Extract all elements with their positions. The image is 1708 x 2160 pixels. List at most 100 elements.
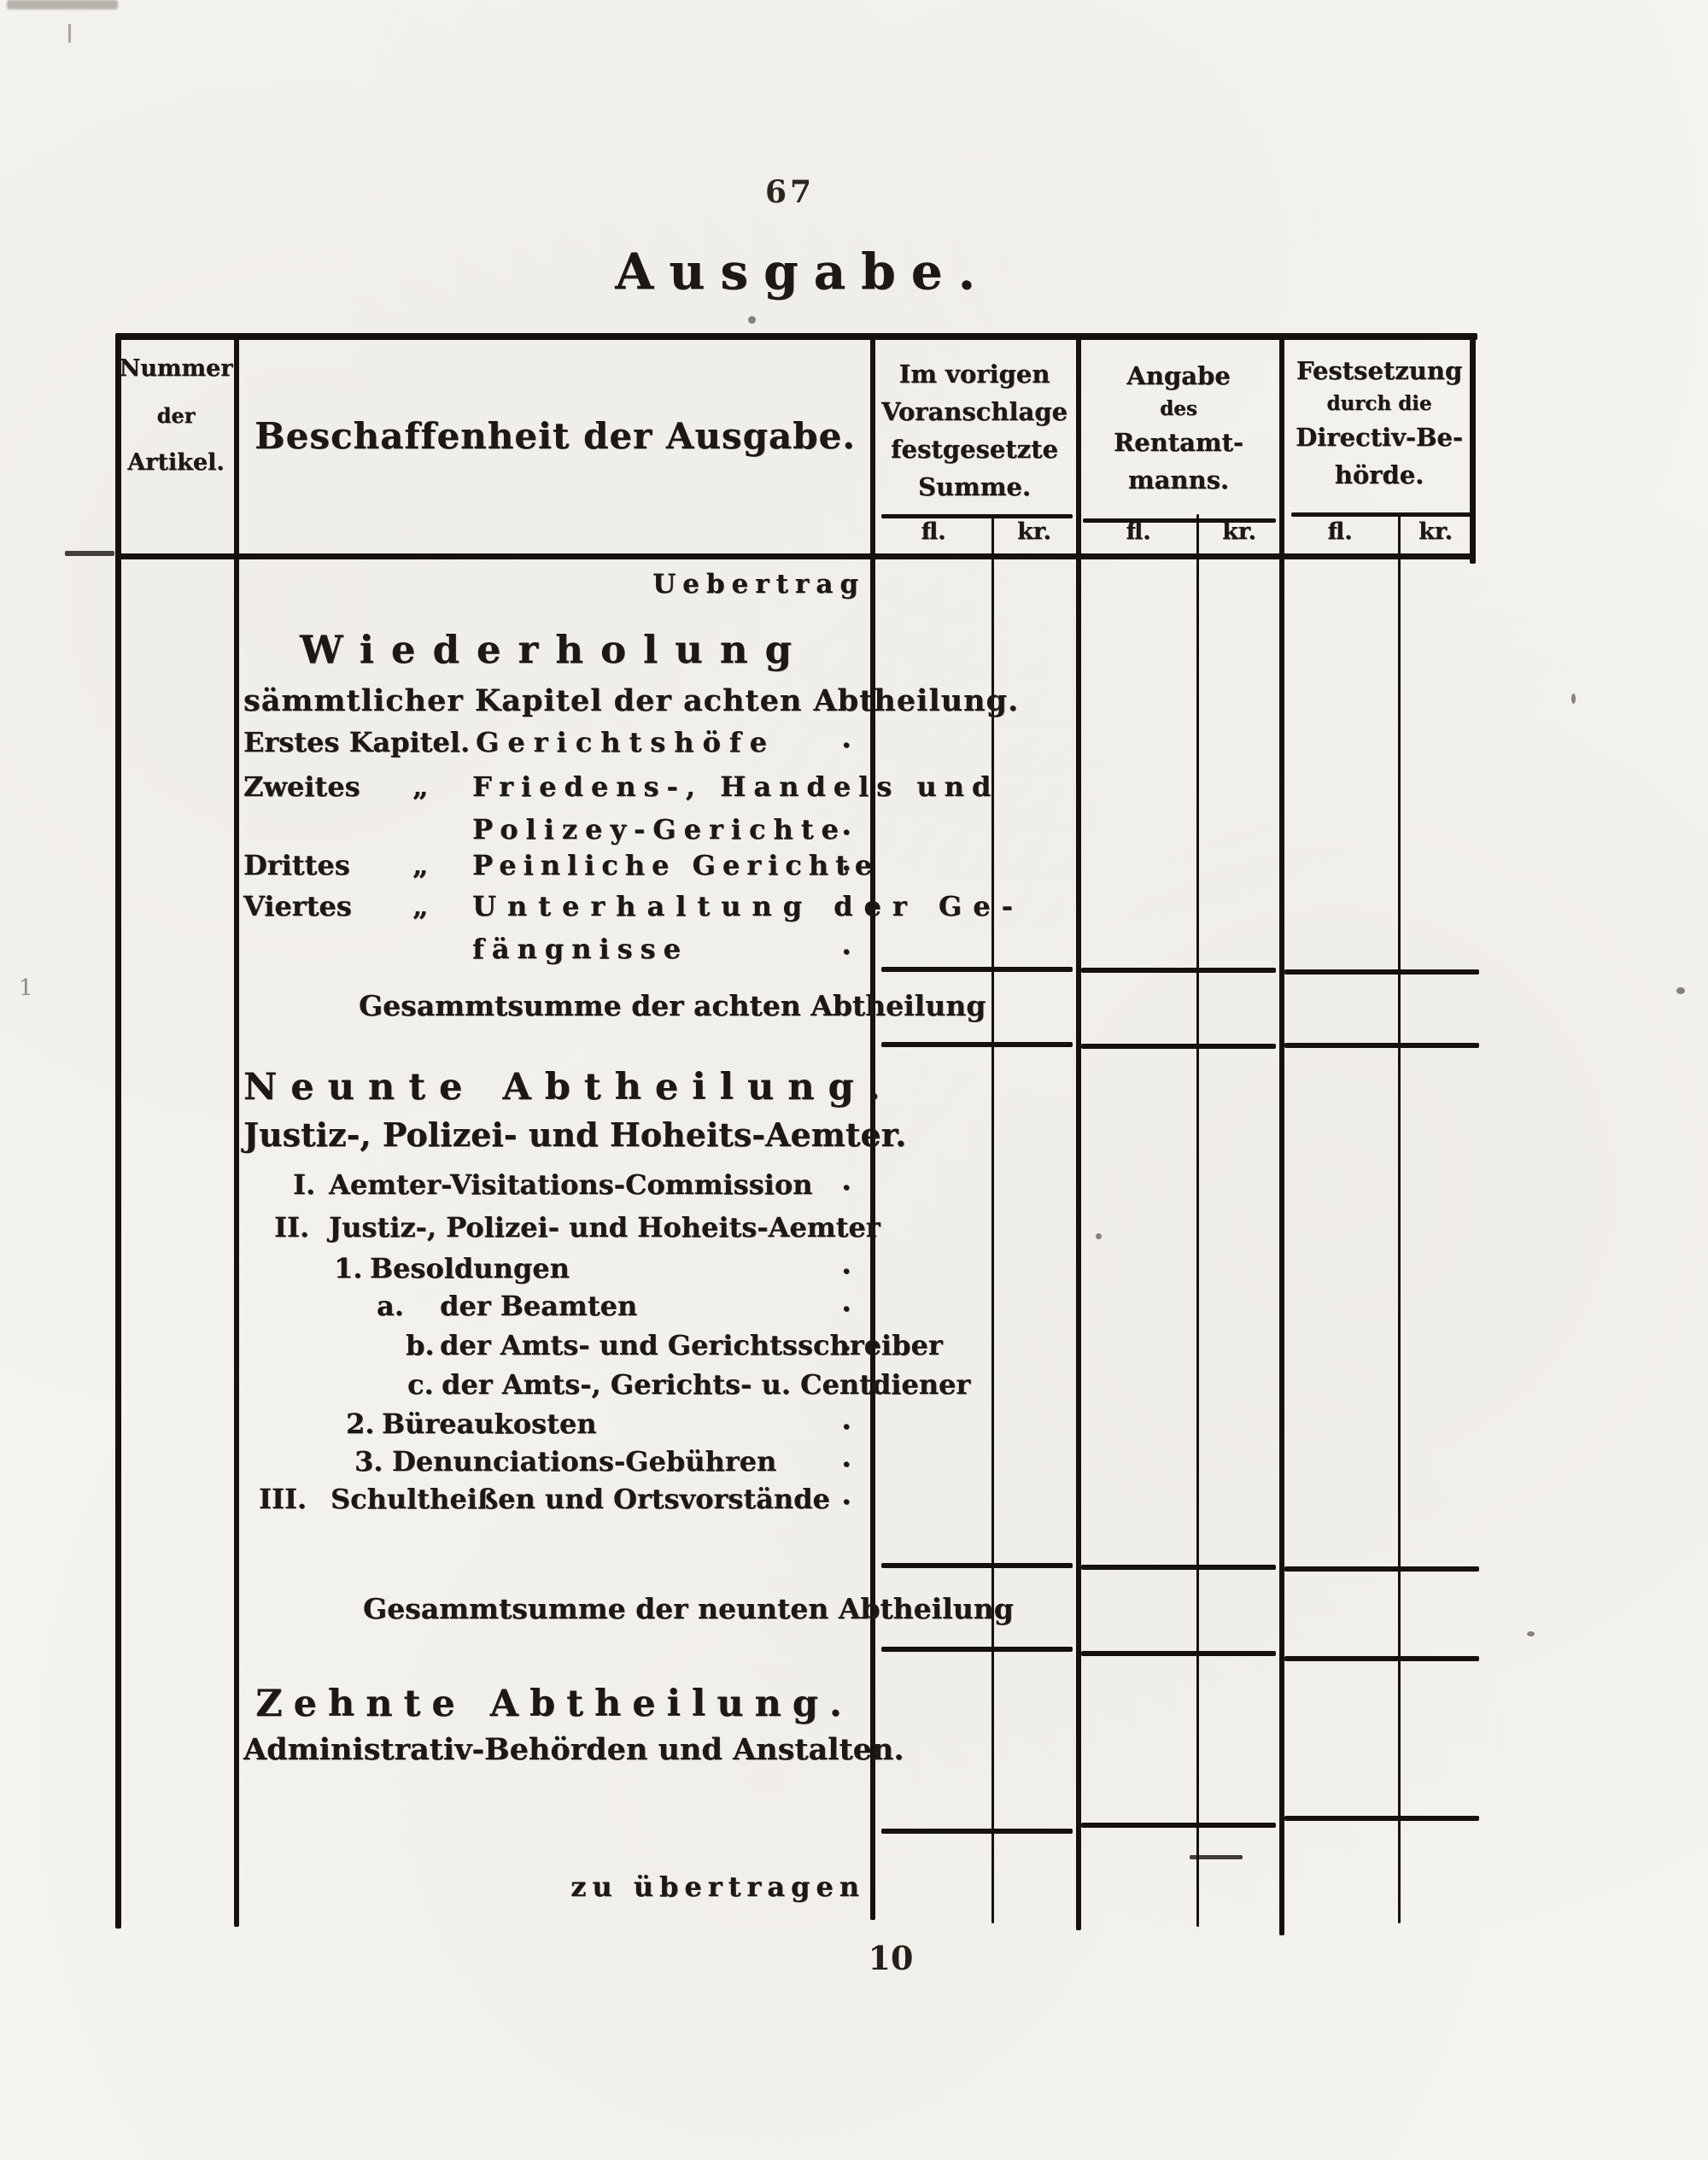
row-text: fängnisse	[472, 933, 688, 965]
row-text: Peinliche Gerichte	[472, 849, 880, 881]
leader-dot: .	[841, 1478, 851, 1512]
article-column-header-line2: der	[156, 403, 196, 428]
table-row-drittes-kapitel: Drittes „ Peinliche Gerichte .	[243, 844, 872, 888]
row-label: 3.	[354, 1445, 383, 1478]
row-text: Polizey-Gerichte	[472, 813, 846, 846]
sum-rule	[881, 1647, 1073, 1652]
sum-rule	[1284, 969, 1479, 975]
ink-speck	[1527, 1631, 1535, 1636]
description-column-header: Beschaffenheit der Ausgabe.	[254, 415, 856, 457]
money-column-header-rentamtmann: Angabe des Rentamt- manns.	[1081, 357, 1276, 499]
sum-rule	[1081, 968, 1276, 973]
leader-dot: .	[841, 808, 851, 842]
sum-rule	[1284, 1566, 1479, 1572]
print-artifact	[68, 24, 71, 43]
sum-rule	[1081, 1565, 1276, 1570]
row-label: b.	[406, 1329, 435, 1361]
row-text: Aemter-Visitations-Commission	[329, 1168, 813, 1201]
article-column-header-line3: Artikel.	[127, 449, 225, 476]
table-rule-money2-left	[1076, 333, 1081, 1930]
page-number-top: 67	[764, 174, 816, 210]
row-text: Neunte Abtheilung.	[243, 1066, 894, 1109]
row-text: Wiederholung	[299, 627, 809, 672]
fl-label: fl.	[1126, 518, 1151, 545]
sum-rule	[881, 1563, 1073, 1568]
row-text: Besoldungen	[370, 1252, 570, 1285]
table-rule-subheader-2	[1083, 518, 1276, 523]
header-line: Im vorigen	[898, 360, 1050, 389]
sum-rule	[1081, 1823, 1276, 1828]
row-text: Friedens-, Handels und	[472, 770, 999, 803]
table-row-total-ninth-division: Gesammtsumme der neunten Abtheilung	[243, 1592, 1014, 1631]
money-column-header-directive: Festsetzung durch die Directiv-Be- hörde…	[1284, 352, 1474, 494]
leader-dot: .	[841, 844, 851, 878]
table-row-item-II: II. Justiz-, Polizei- und Hoheits-Aemter	[243, 1211, 880, 1250]
row-label: Viertes	[243, 890, 352, 922]
table-rule-subheader-3	[1291, 512, 1472, 517]
row-label: Erstes Kapitel.	[243, 726, 471, 758]
kr-label: kr.	[1222, 518, 1256, 545]
row-text: Zehnte Abtheilung.	[255, 1683, 853, 1725]
table-row-item-3: 3. Denunciations-Gebühren .	[243, 1440, 865, 1484]
row-text: Administrativ-Behörden und Anstalten.	[243, 1732, 904, 1767]
table-row-item-1: 1. Besoldungen .	[243, 1247, 865, 1291]
leader-dot: .	[841, 1247, 851, 1281]
ditto-mark: „	[412, 849, 429, 881]
header-line: Summe.	[918, 472, 1031, 501]
row-label: c.	[407, 1368, 434, 1401]
row-text: Schultheißen und Ortsvorstände	[330, 1483, 830, 1515]
table-row-wiederholung-subtitle: sämmtlicher Kapitel der achten Abtheilun…	[243, 683, 1018, 723]
table-row-wiederholung-heading: Wiederholung	[243, 627, 865, 672]
sum-rule	[881, 967, 1073, 972]
header-line: Directiv-Be-	[1296, 423, 1463, 452]
fl-label: fl.	[921, 518, 946, 545]
article-column-header-line1: Nummer	[119, 355, 233, 382]
row-text: Gerichtshöfe	[476, 726, 775, 758]
header-line: Angabe	[1126, 361, 1231, 390]
header-line: festgesetzte	[891, 435, 1058, 464]
row-label: I.	[293, 1168, 316, 1201]
row-text: sämmtlicher Kapitel der achten Abtheilun…	[243, 683, 1020, 718]
table-row-zweites-kapitel-cont: Polizey-Gerichte .	[243, 808, 865, 852]
margin-mark: 1	[19, 975, 33, 1001]
ditto-mark: „	[412, 770, 429, 803]
table-row-item-III: III. Schultheißen und Ortsvorstände .	[243, 1478, 865, 1522]
header-line: manns.	[1127, 465, 1230, 495]
ditto-mark: „	[412, 890, 429, 922]
row-text: Büreaukosten	[382, 1408, 597, 1440]
sum-rule	[1081, 1044, 1276, 1049]
row-label: II.	[274, 1211, 310, 1244]
table-rule-header-separator	[117, 553, 1475, 559]
leader-dot: .	[841, 928, 851, 962]
print-artifact	[7, 0, 118, 9]
row-text: Uebertrag	[652, 569, 865, 600]
ink-speck	[748, 316, 756, 324]
table-row-erstes-kapitel: Erstes Kapitel. Gerichtshöfe .	[243, 721, 865, 765]
row-label: Drittes	[243, 849, 350, 881]
table-row-ninth-division-heading: Neunte Abtheilung.	[243, 1066, 880, 1109]
leader-dot: .	[841, 1402, 851, 1437]
sum-rule	[1081, 1651, 1276, 1656]
table-rule-money1-left	[870, 333, 875, 1920]
table-rule-money1-flkr	[991, 514, 994, 1923]
leader-dot: .	[841, 1163, 851, 1197]
kr-label: kr.	[1017, 518, 1051, 545]
page-title: Ausgabe.	[615, 243, 991, 301]
table-row-item-1c: c. der Amts-, Gerichts- u. Centdiener	[243, 1368, 970, 1408]
header-line: Voranschlage	[881, 397, 1068, 426]
table-row-viertes-kapitel-cont: fängnisse .	[243, 928, 865, 972]
table-row-item-2: 2. Büreaukosten .	[243, 1402, 865, 1447]
page-number-bottom: 10	[868, 1939, 914, 1977]
header-line: Festsetzung	[1296, 356, 1463, 385]
table-row-carry-forward: zu übertragen	[243, 1870, 875, 1910]
table-row-item-1b: b. der Amts- und Gerichtsschreiber .	[243, 1324, 943, 1368]
table-row-item-I: I. Aemter-Visitations-Commission .	[243, 1163, 865, 1208]
row-text: Denunciations-Gebühren	[392, 1445, 777, 1478]
table-rule-article-divider	[234, 333, 239, 1927]
row-text: der Amts- und Gerichtsschreiber	[440, 1329, 943, 1361]
leader-dot: .	[841, 1324, 851, 1358]
fl-label: fl.	[1327, 518, 1353, 545]
print-artifact-rule	[65, 551, 114, 556]
sum-rule-fragment	[1190, 1855, 1243, 1859]
header-line: hörde.	[1334, 460, 1424, 489]
